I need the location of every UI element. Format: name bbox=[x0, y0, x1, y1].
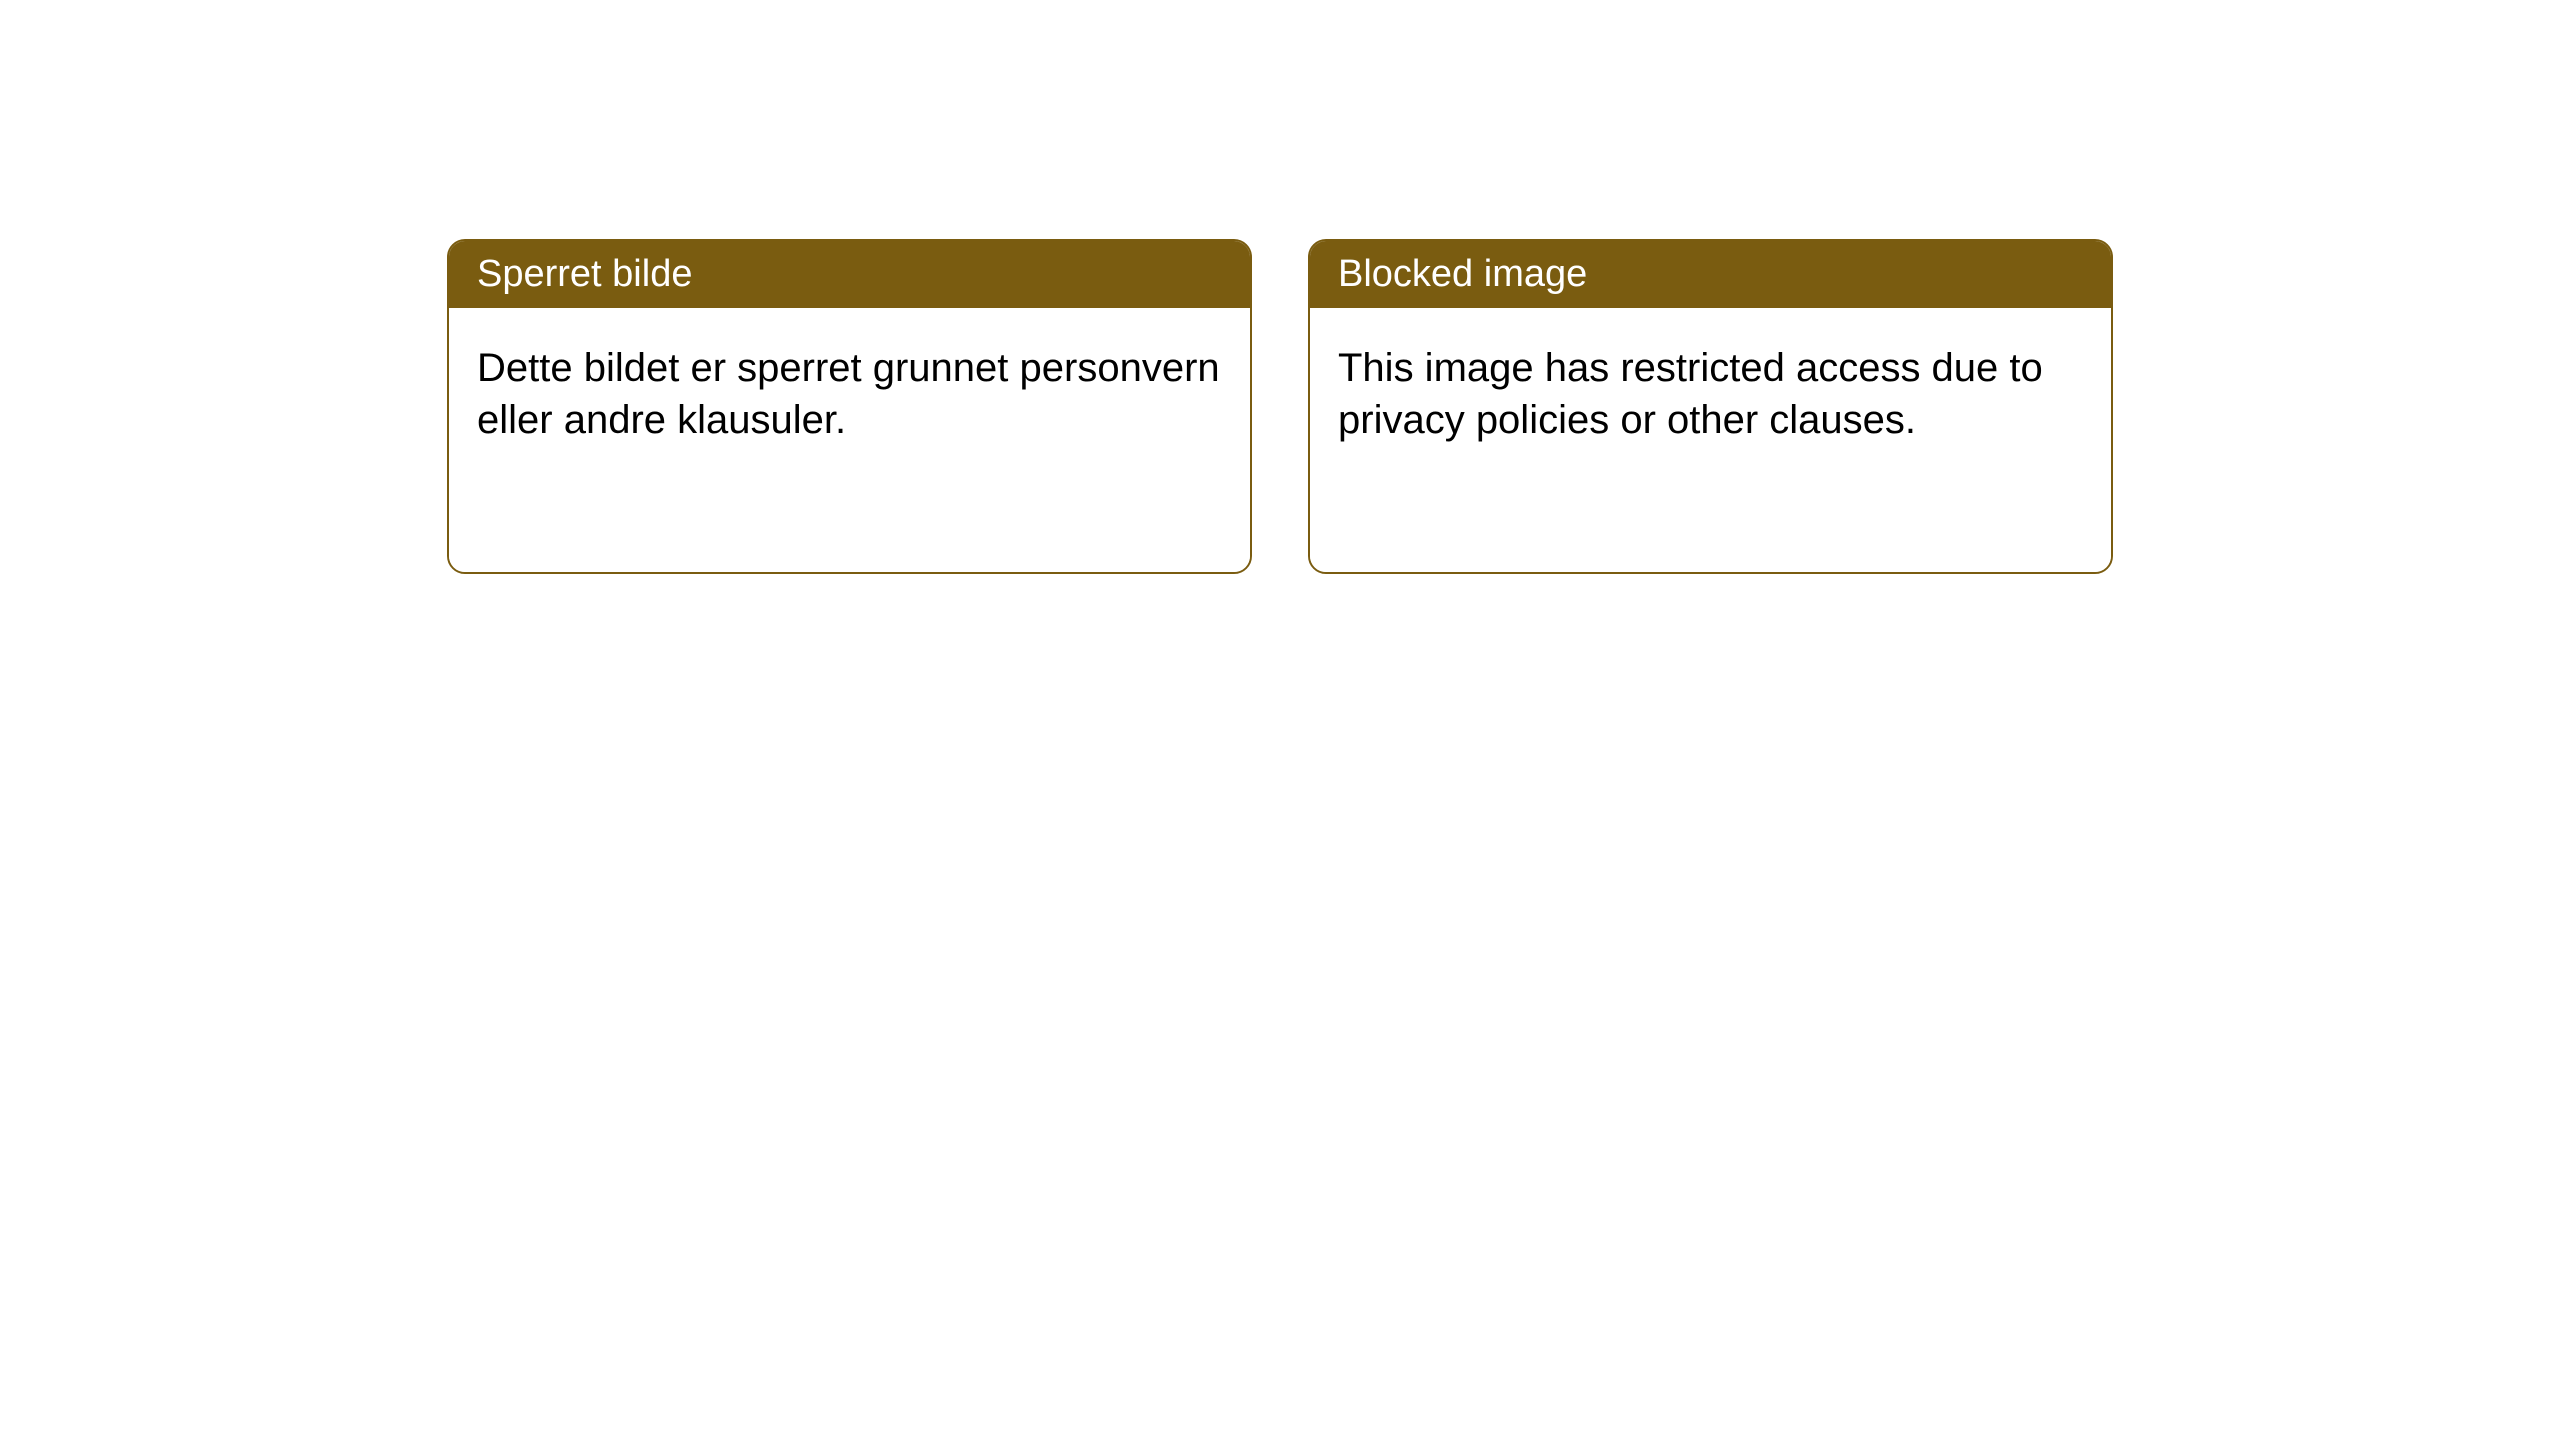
blocked-image-card-en: Blocked image This image has restricted … bbox=[1308, 239, 2113, 574]
card-title: Blocked image bbox=[1338, 253, 1587, 295]
card-body: Dette bildet er sperret grunnet personve… bbox=[449, 308, 1250, 572]
card-header: Blocked image bbox=[1310, 241, 2111, 308]
card-header: Sperret bilde bbox=[449, 241, 1250, 308]
card-body: This image has restricted access due to … bbox=[1310, 308, 2111, 572]
card-body-text: This image has restricted access due to … bbox=[1338, 346, 2043, 442]
card-body-text: Dette bildet er sperret grunnet personve… bbox=[477, 346, 1220, 442]
blocked-image-card-nb: Sperret bilde Dette bildet er sperret gr… bbox=[447, 239, 1252, 574]
notice-cards-container: Sperret bilde Dette bildet er sperret gr… bbox=[447, 239, 2113, 574]
card-title: Sperret bilde bbox=[477, 253, 692, 295]
